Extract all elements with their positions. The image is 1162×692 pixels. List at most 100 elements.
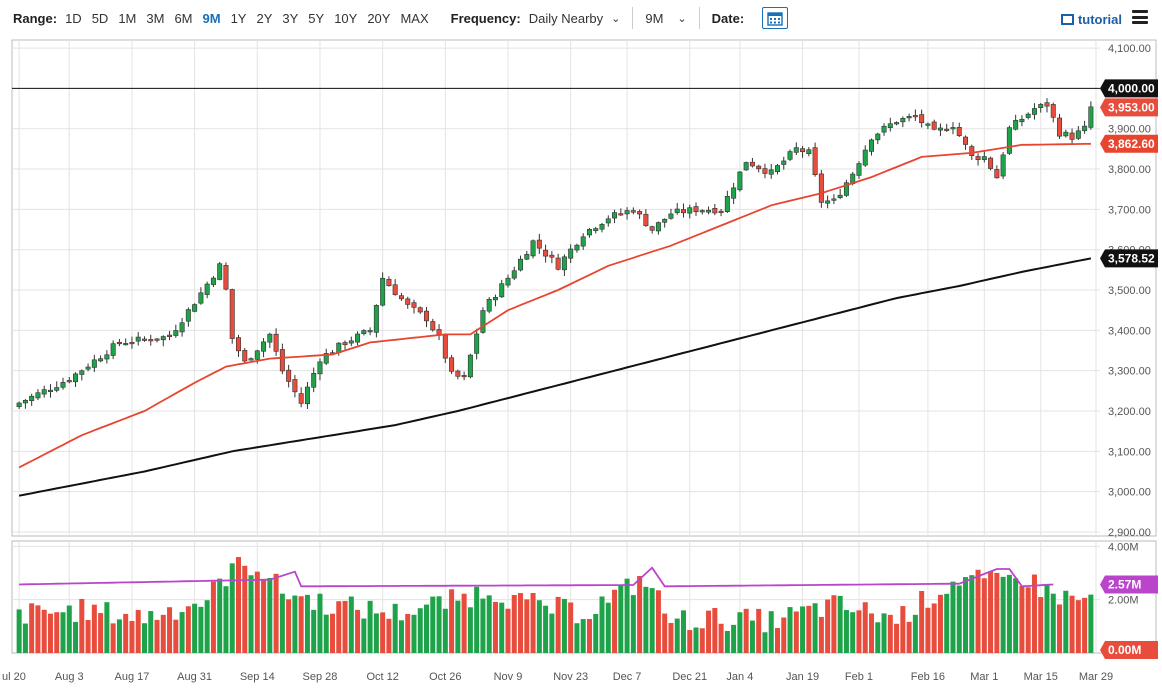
candle	[674, 202, 680, 215]
candle-body	[818, 173, 824, 203]
candle-body	[856, 163, 862, 176]
range-button-20y[interactable]: 20Y	[367, 10, 391, 26]
tutorial-link[interactable]: tutorial	[1060, 12, 1122, 27]
candle	[461, 371, 467, 381]
candle	[843, 179, 849, 198]
volume-bar	[85, 620, 91, 653]
candle	[79, 369, 85, 381]
candle	[323, 348, 329, 365]
candle-body	[599, 223, 605, 230]
ma-short-tag-bg	[1100, 134, 1158, 153]
candle-body	[931, 121, 937, 130]
candle-body	[474, 333, 480, 354]
candle	[724, 190, 730, 214]
candle-body	[342, 342, 348, 346]
candle-body	[699, 210, 705, 213]
volume-bar	[549, 613, 555, 653]
candle-body	[536, 239, 542, 249]
frequency-dropdown[interactable]: Daily Nearby ⌄	[529, 11, 621, 26]
volume-bar	[1000, 576, 1006, 653]
volume-bar	[204, 600, 210, 653]
candle	[392, 279, 398, 296]
candle-body	[110, 343, 116, 356]
volume-bar	[756, 608, 762, 653]
candle	[800, 146, 806, 158]
volume-bar	[718, 623, 724, 653]
candle-body	[706, 209, 712, 213]
candle-body	[969, 146, 975, 157]
ma-short-tag-text: 3,862.60	[1108, 137, 1155, 151]
candle-body	[386, 279, 392, 286]
candle	[536, 233, 542, 254]
volume-bar	[680, 610, 686, 653]
candle-body	[593, 228, 599, 232]
range-button-3y[interactable]: 3Y	[282, 10, 299, 26]
volume-bar	[261, 578, 267, 653]
candle-body	[60, 382, 66, 388]
volume-bar	[223, 586, 229, 653]
volume-bar	[530, 592, 536, 653]
candle	[398, 292, 404, 301]
candle-body	[825, 200, 831, 204]
volume-bar	[235, 557, 242, 653]
range-button-5y[interactable]: 5Y	[308, 10, 325, 26]
candle	[950, 122, 956, 135]
range-button-3m[interactable]: 3M	[146, 10, 165, 26]
volume-bar	[762, 632, 768, 653]
calendar-button[interactable]	[762, 7, 789, 29]
hamburger-icon[interactable]	[1132, 10, 1148, 24]
range-button-1y[interactable]: 1Y	[230, 10, 247, 26]
last-price-tag: 3,953.00	[1100, 98, 1158, 117]
candle	[198, 287, 204, 305]
volume-bar	[461, 593, 467, 653]
candle	[204, 281, 210, 299]
range-button-1d[interactable]: 1D	[65, 10, 82, 26]
volume-bar	[831, 595, 837, 653]
volume-bar	[486, 595, 492, 653]
candle	[574, 243, 580, 253]
candle	[380, 272, 386, 307]
candle-body	[480, 310, 486, 333]
range-button-10y[interactable]: 10Y	[334, 10, 358, 26]
candle-body	[154, 338, 160, 341]
date-tick-label: Nov 23	[553, 671, 588, 683]
candle-body	[1006, 127, 1012, 154]
candle-body	[455, 370, 461, 377]
volume-bar	[850, 612, 856, 653]
candle	[906, 113, 912, 122]
volume-bar	[994, 572, 1000, 653]
toolbar-divider	[632, 7, 634, 29]
toolbar-divider	[698, 7, 700, 29]
volume-zero-tag: 0.00M	[1100, 641, 1158, 659]
candle	[806, 147, 812, 157]
candle-body	[54, 387, 60, 391]
volume-bar	[818, 616, 824, 653]
range-button-9m[interactable]: 9M	[202, 10, 221, 26]
volume-bar	[41, 609, 47, 653]
date-tick-label: Sep 14	[240, 671, 275, 683]
candle-body	[373, 305, 379, 333]
range-button-2y[interactable]: 2Y	[256, 10, 273, 26]
candle-body	[800, 148, 806, 153]
period-dropdown[interactable]: 9M ⌄	[645, 11, 686, 26]
last-price-tag-bg	[1100, 98, 1158, 117]
candle-body	[693, 206, 699, 213]
candle	[549, 251, 555, 264]
range-button-1m[interactable]: 1M	[118, 10, 137, 26]
range-button-6m[interactable]: 6M	[174, 10, 193, 26]
range-button-5d[interactable]: 5D	[91, 10, 109, 26]
candle-body	[298, 393, 304, 404]
candle	[900, 116, 906, 128]
volume-bar	[1025, 587, 1031, 653]
candle-body	[179, 322, 185, 333]
candle-body	[361, 330, 367, 335]
range-button-max[interactable]: MAX	[400, 10, 429, 26]
candle	[474, 328, 480, 360]
candle	[342, 340, 348, 350]
volume-bar	[373, 613, 379, 653]
candle-body	[430, 321, 436, 331]
volume-bar	[787, 607, 793, 653]
candle-body	[662, 218, 668, 223]
candle	[185, 307, 191, 327]
